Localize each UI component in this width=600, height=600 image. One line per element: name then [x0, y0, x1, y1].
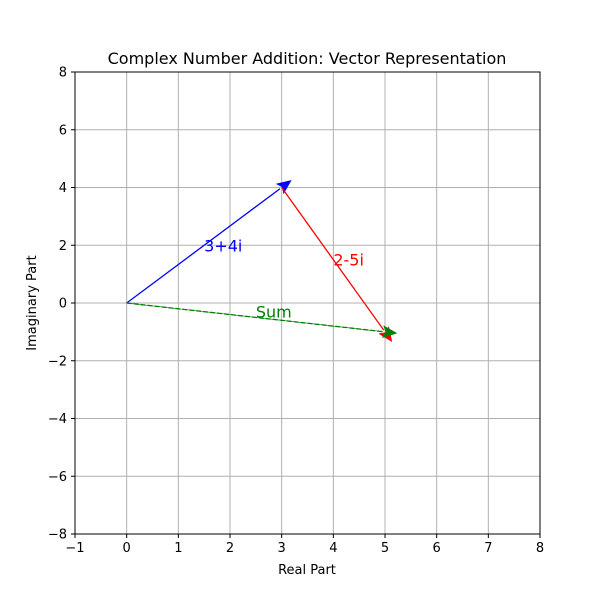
vectors: 3+4i 2-5i Sum [126, 180, 398, 343]
vector-3-4i-arrowhead [275, 180, 292, 195]
vector-2-5i-shaft [281, 187, 385, 331]
y-tick-label: 8 [59, 66, 67, 81]
y-tick-label: 4 [59, 181, 67, 196]
y-axis-label: Imaginary Part [25, 255, 40, 350]
y-tick-label: −8 [48, 528, 67, 543]
vector-sum-label: Sum [256, 303, 292, 322]
x-tick-label: 3 [278, 541, 286, 556]
x-tick-label: 8 [536, 541, 544, 556]
y-tick-label: 2 [59, 239, 67, 254]
vector-sum-shaft-inner [126, 302, 383, 332]
y-tick-label: −4 [48, 412, 67, 427]
x-tick-label: 2 [226, 541, 234, 556]
x-tick-label: 5 [381, 541, 389, 556]
grid [74, 71, 541, 535]
vector-2-5i: 2-5i [281, 187, 393, 343]
x-tick-label: 0 [123, 541, 131, 556]
x-tick-label: 7 [484, 541, 492, 556]
y-tick-label: −2 [48, 354, 67, 369]
vector-3-4i-label: 3+4i [204, 236, 242, 255]
vector-2-5i-label: 2-5i [333, 251, 364, 270]
x-axis-label: Real Part [278, 563, 336, 578]
chart-title: Complex Number Addition: Vector Represen… [108, 49, 507, 68]
x-tick-label: 6 [433, 541, 441, 556]
vector-3-4i-shaft [126, 188, 281, 304]
ticks: −1 0 1 2 3 4 5 6 7 8 −8 −6 −4 −2 0 2 4 6 8 [48, 66, 544, 557]
x-tick-label: 1 [174, 541, 182, 556]
vector-3-4i: 3+4i [126, 180, 292, 304]
y-tick-label: −6 [48, 470, 67, 485]
x-tick-label: 4 [329, 541, 337, 556]
vector-sum: Sum [126, 302, 398, 339]
y-tick-label: 6 [59, 123, 67, 138]
y-tick-label: 0 [59, 297, 67, 312]
x-tick-label: −1 [65, 541, 84, 556]
vector-sum-arrowhead [381, 325, 398, 339]
